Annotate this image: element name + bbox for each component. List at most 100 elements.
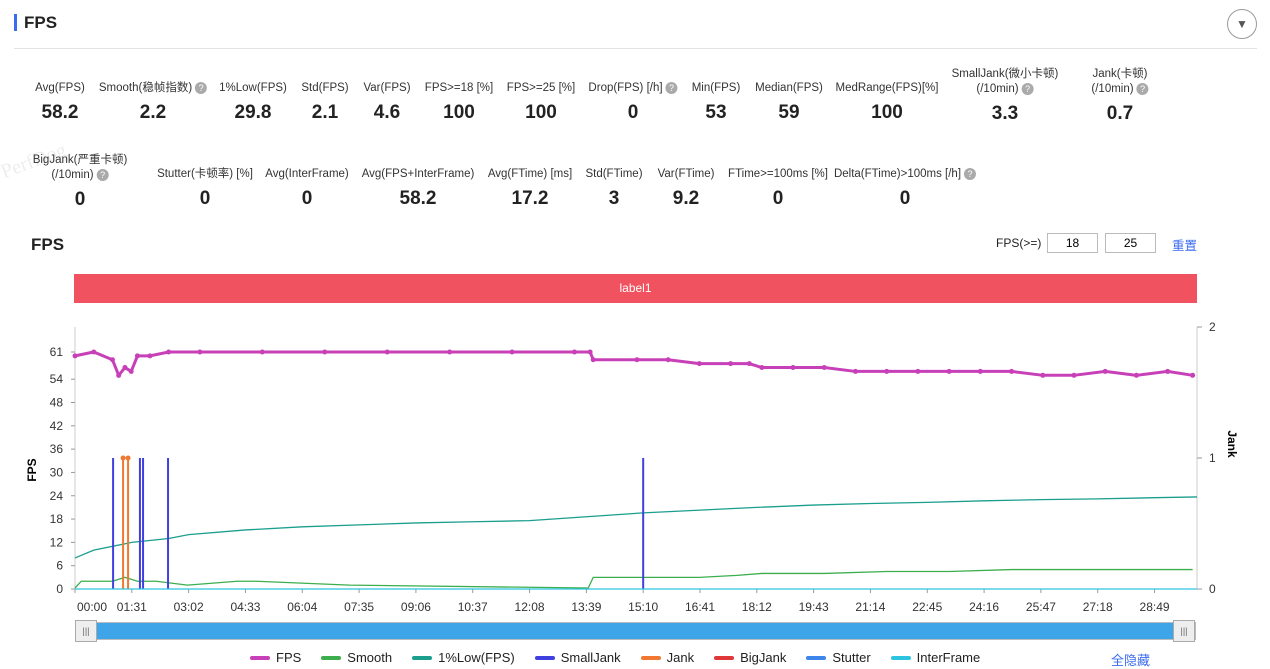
stat-label: Median(FPS) (755, 82, 823, 94)
fps-point (946, 368, 952, 374)
fps-point (447, 349, 453, 355)
stat-stats_row1-6: FPS>=25 [%] 100 (507, 81, 575, 124)
stat-value: 17.2 (511, 188, 549, 209)
stat-label: Min(FPS) (691, 82, 741, 94)
stat-label: FPS>=18 [%] (424, 82, 494, 94)
stat-label-row: Smooth(稳帧指数)? (99, 81, 208, 96)
stat-value: 58.2 (41, 102, 79, 123)
legend-item-jank[interactable]: Jank (640, 650, 695, 665)
stat-value: 53 (705, 102, 727, 123)
stat-label: Std(FPS) (301, 82, 349, 94)
x-tick-label: 19:43 (799, 600, 829, 614)
stat-label: 1%Low(FPS) (219, 82, 287, 94)
fps-point (166, 349, 172, 355)
fps-point (1165, 368, 1171, 374)
stat-label: Var(FPS) (363, 82, 411, 94)
stat-label: Drop(FPS) [/h] (588, 82, 663, 94)
fps-point (109, 357, 115, 363)
section-title: FPS (24, 13, 58, 32)
stat-label: SmallJank(微小卡顿) (951, 68, 1059, 80)
fps-point (1133, 372, 1139, 378)
legend-item-smooth[interactable]: Smooth (321, 650, 392, 665)
legend-item-stutter[interactable]: Stutter (806, 650, 871, 665)
fps-point (587, 349, 593, 355)
x-tick-label: 18:12 (742, 600, 772, 614)
smooth-line (74, 568, 1193, 589)
stat-stats_row2-8: Delta(FTime)>100ms [/h]? 0 (834, 167, 977, 210)
stat-label-unit: (/10min)? (1091, 82, 1149, 97)
legend-item-smalljank[interactable]: SmallJank (534, 650, 621, 665)
chart-title: FPS (31, 235, 65, 254)
chart-legend: FPS Smooth 1%Low(FPS) SmallJank Jank BigJank S… (250, 650, 980, 665)
y-tick-label: 0 (56, 582, 63, 596)
y-tick-label: 54 (50, 372, 64, 386)
stat-value: 0 (74, 189, 86, 210)
stat-unit: (/10min) (976, 83, 1019, 95)
y2-axis-title: Jank (1225, 430, 1239, 458)
legend-label: Jank (666, 650, 695, 665)
stat-value: 0 (199, 188, 211, 209)
stat-stats_row1-12: Jank(卡顿) (/10min)? 0.7 (1091, 67, 1149, 125)
legend-item-bigjank[interactable]: BigJank (714, 650, 786, 665)
help-icon[interactable]: ? (96, 168, 109, 181)
x-tick-label: 06:04 (287, 600, 317, 614)
stat-value: 2.2 (139, 102, 167, 123)
help-icon[interactable]: ? (1136, 82, 1149, 95)
legend-label: SmallJank (560, 650, 621, 665)
help-icon[interactable]: ? (665, 81, 678, 94)
y-tick-label: 61 (50, 345, 64, 359)
x-tick-label: 00:00 (77, 600, 107, 614)
fps-point (790, 365, 796, 371)
stat-value: 100 (871, 102, 903, 123)
fps-point (759, 365, 765, 371)
stat-stats_row1-9: Median(FPS) 59 (755, 81, 823, 124)
threshold-input-2[interactable] (1105, 233, 1156, 253)
help-icon[interactable]: ? (964, 167, 977, 180)
stat-stats_row1-2: 1%Low(FPS) 29.8 (219, 81, 287, 124)
slider-handle-left[interactable]: ||| (75, 620, 97, 642)
reset-link[interactable]: 重置 (1172, 239, 1198, 253)
stat-value: 2.1 (311, 102, 339, 123)
stat-value: 0 (301, 188, 313, 209)
collapse-button[interactable]: ▼ (1227, 9, 1257, 39)
y-tick-label: 24 (50, 489, 64, 503)
help-icon[interactable]: ? (195, 81, 208, 94)
stat-label-row: Delta(FTime)>100ms [/h]? (834, 167, 977, 182)
stat-label: Avg(FTime) [ms] (487, 168, 573, 180)
stat-value: 59 (778, 102, 800, 123)
stat-label: Jank(卡顿) (1092, 68, 1148, 80)
fps-point (884, 368, 890, 374)
y2-tick-label: 1 (1209, 451, 1216, 465)
header-accent (14, 14, 17, 31)
legend-swatch-icon (250, 655, 270, 660)
slider-handle-right[interactable]: ||| (1173, 620, 1195, 642)
stat-stats_row1-7: Drop(FPS) [/h]? 0 (588, 81, 678, 124)
x-tick-label: 01:31 (117, 600, 147, 614)
help-icon[interactable]: ? (1021, 82, 1034, 95)
label-band[interactable]: label1 (74, 274, 1197, 303)
legend-item-fps[interactable]: FPS (250, 650, 301, 665)
threshold-input-1[interactable] (1047, 233, 1098, 253)
stat-stats_row1-10: MedRange(FPS)[%] 100 (836, 81, 939, 124)
time-range-slider[interactable] (76, 622, 1196, 640)
stat-label: BigJank(严重卡顿) (32, 154, 128, 166)
stat-value: 29.8 (234, 102, 272, 123)
x-tick-label: 15:10 (628, 600, 658, 614)
x-tick-label: 07:35 (344, 600, 374, 614)
fps-point (821, 365, 827, 371)
y2-tick-label: 0 (1209, 582, 1216, 596)
fps-point (147, 353, 153, 359)
legend-item-interframe[interactable]: InterFrame (890, 650, 980, 665)
legend-label: 1%Low(FPS) (438, 650, 515, 665)
y-tick-label: 42 (50, 419, 64, 433)
threshold-label: FPS(>=) (996, 236, 1042, 250)
hide-all-link[interactable]: 全隐藏 (1111, 653, 1151, 668)
stat-value: 0 (627, 102, 639, 123)
fps-point (634, 357, 640, 363)
stat-stats_row1-5: FPS>=18 [%] 100 (425, 81, 493, 124)
fps-point (122, 365, 128, 371)
stat-stats_row2-4: Avg(FTime) [ms] 17.2 (488, 167, 572, 210)
fps-point (1040, 372, 1046, 378)
legend-item-1-low-fps-[interactable]: 1%Low(FPS) (412, 650, 515, 665)
fps-point (1190, 372, 1196, 378)
